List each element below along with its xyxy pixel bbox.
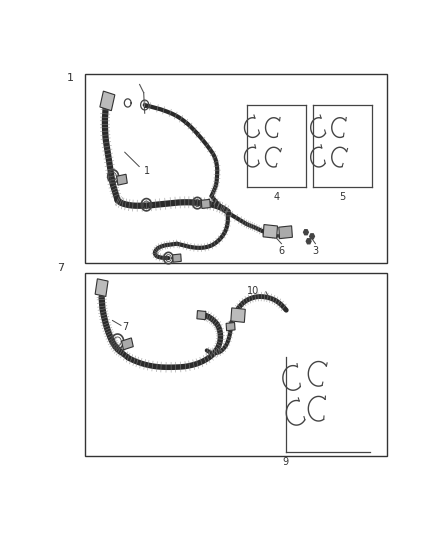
- Bar: [226, 322, 235, 331]
- Text: 9: 9: [282, 457, 288, 467]
- Text: 5: 5: [339, 192, 346, 202]
- Text: 4: 4: [273, 192, 279, 202]
- Text: 6: 6: [279, 246, 285, 256]
- Bar: [201, 199, 210, 208]
- Bar: [263, 224, 278, 238]
- Bar: [117, 174, 127, 185]
- Text: 1: 1: [67, 73, 74, 83]
- Bar: [197, 311, 206, 320]
- Text: 3: 3: [312, 246, 318, 256]
- Polygon shape: [304, 230, 308, 235]
- Text: 7: 7: [123, 322, 129, 333]
- Bar: [85, 273, 387, 456]
- Text: 10: 10: [247, 286, 259, 295]
- Bar: [121, 338, 133, 350]
- Bar: [100, 91, 115, 111]
- Text: 7: 7: [57, 263, 64, 273]
- Bar: [95, 279, 108, 296]
- Bar: [173, 254, 181, 262]
- Polygon shape: [310, 234, 314, 239]
- Bar: [231, 308, 245, 322]
- Text: 1: 1: [144, 166, 150, 176]
- Bar: [85, 74, 387, 263]
- Polygon shape: [306, 239, 311, 244]
- Bar: [279, 226, 293, 239]
